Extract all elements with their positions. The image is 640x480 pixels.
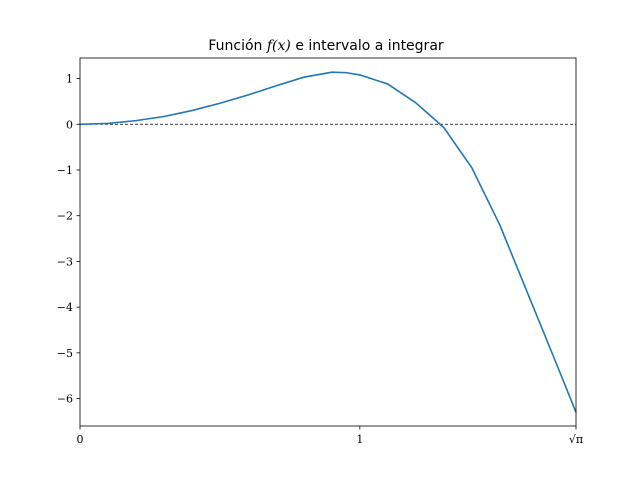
chart-title-prefix: Función — [208, 38, 267, 54]
y-tick-label-7: −6 — [57, 393, 73, 406]
y-tick-label-2: −1 — [57, 164, 73, 177]
y-tick-label-5: −4 — [57, 301, 73, 314]
x-tick-label-1: 1 — [356, 433, 363, 446]
axes-frame — [79, 57, 577, 427]
y-tick-label-4: −3 — [57, 255, 73, 268]
y-tick-label-6: −5 — [57, 347, 73, 360]
y-tick-label-3: −2 — [57, 210, 73, 223]
chart-title: Función f(x) e intervalo a integrar — [208, 38, 444, 54]
chart-title-suffix: e intervalo a integrar — [291, 38, 444, 54]
y-tick-label-1: 0 — [66, 118, 73, 131]
chart-title-math: f(x) — [266, 38, 291, 54]
series-line-0 — [79, 71, 577, 413]
y-tick-label-0: 1 — [66, 73, 73, 86]
x-tick-label-0: 0 — [77, 433, 84, 446]
x-tick-label-2: √π — [569, 433, 583, 446]
plot-area: 0 1 √π 1 0 −1 −2 −3 −4 −5 −6 — [57, 57, 583, 446]
